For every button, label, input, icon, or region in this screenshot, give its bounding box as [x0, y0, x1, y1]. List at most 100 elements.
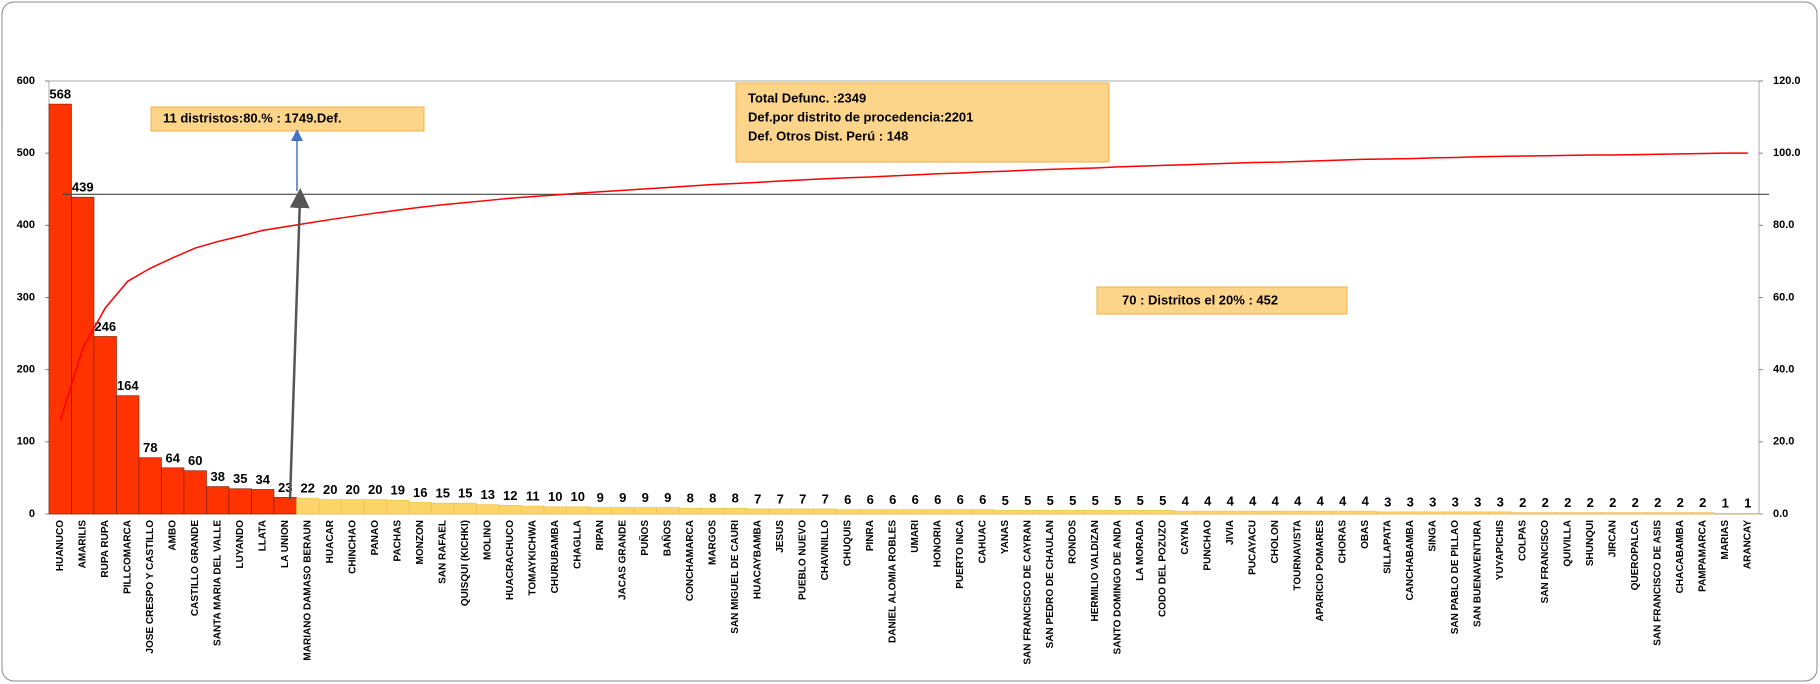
bar: [746, 508, 770, 515]
x-tick-label: SAN PABLO DE PILLAO: [1450, 520, 1461, 634]
data-label: 7: [754, 491, 761, 506]
x-tick-label: ARANCAY: [1742, 520, 1753, 569]
bar: [1241, 510, 1265, 515]
x-tick-label: APARICIO POMARES: [1315, 520, 1326, 622]
x-tick-label: CONCHAMARCA: [685, 520, 696, 601]
data-label: 64: [166, 450, 181, 465]
data-label: 1: [1744, 496, 1751, 511]
y2-tick-label: 60.0: [1773, 291, 1794, 303]
x-tick-label: HUACAR: [325, 519, 336, 563]
annotation: 70 : Distritos el 20% : 452: [1122, 292, 1278, 307]
x-tick-label: PUEBLO NUEVO: [797, 520, 808, 600]
x-tick-label: QUIVILLA: [1562, 520, 1573, 567]
bar: [1578, 512, 1602, 515]
data-label: 4: [1317, 494, 1325, 509]
data-label: 2: [1699, 495, 1706, 510]
data-label: 6: [934, 492, 941, 507]
x-tick-label: LA MORADA: [1135, 520, 1146, 581]
x-tick-label: JIRCAN: [1607, 520, 1618, 557]
bar: [1668, 512, 1692, 515]
bar: [1196, 510, 1220, 515]
x-tick-label: JACAS GRANDE: [617, 520, 628, 600]
data-label: 5: [1069, 493, 1076, 508]
bar: [1421, 511, 1445, 515]
bar: [1623, 512, 1647, 515]
data-label: 11: [526, 488, 540, 503]
x-tick-label: RONDOS: [1067, 520, 1078, 564]
x-tick-label: CHOLON: [1270, 520, 1281, 563]
bar: [1061, 510, 1085, 515]
bar: [1646, 512, 1670, 515]
y2-tick-label: 100.0: [1773, 147, 1801, 159]
x-tick-label: SANTO DOMINGO DE ANDA: [1112, 520, 1123, 654]
x-tick-label: RIPAN: [595, 520, 606, 550]
data-label: 78: [143, 440, 157, 455]
data-label: 2: [1519, 495, 1526, 510]
bar: [1308, 510, 1332, 515]
bar: [791, 508, 815, 515]
x-tick-label: SILLAPATA: [1382, 520, 1393, 574]
data-label: 4: [1227, 494, 1235, 509]
bar: [1151, 510, 1175, 515]
x-tick-label: BAÑOS: [660, 520, 673, 556]
x-tick-label: SINGA: [1427, 520, 1438, 552]
data-label: 4: [1362, 494, 1370, 509]
x-tick-label: AMARILIS: [77, 520, 88, 569]
data-label: 4: [1182, 494, 1190, 509]
x-tick-label: PINRA: [865, 520, 876, 551]
annotation-box: [735, 82, 1110, 163]
bar: [768, 508, 792, 515]
data-label: 6: [979, 492, 986, 507]
bar: [633, 507, 657, 515]
bar: [813, 508, 837, 515]
x-tick-label: PILLCOMARCA: [122, 520, 133, 594]
x-tick-label: HERMILIO VALDIZAN: [1090, 520, 1101, 621]
data-label: 3: [1497, 494, 1504, 509]
data-label: 8: [732, 491, 739, 506]
bar: [1083, 510, 1107, 515]
x-tick-label: CHACABAMBA: [1675, 520, 1686, 593]
x-tick-label: PACHAS: [392, 520, 403, 562]
bar: [228, 488, 252, 515]
data-label: 2: [1632, 495, 1639, 510]
bar: [71, 196, 95, 515]
data-label: 5: [1047, 493, 1054, 508]
annotation: Def. Otros Dist. Perú : 148: [748, 128, 908, 143]
data-label: 3: [1407, 494, 1414, 509]
x-tick-label: MARGOS: [707, 520, 718, 565]
data-label: 2: [1564, 495, 1571, 510]
data-label: 5: [1114, 493, 1121, 508]
y-tick-label: 600: [17, 75, 35, 87]
bar: [1106, 510, 1130, 515]
data-label: 6: [957, 492, 964, 507]
bar: [296, 497, 320, 515]
x-tick-label: YANAS: [1000, 520, 1011, 554]
data-label: 19: [391, 483, 405, 498]
x-tick-label: SAN PEDRO DE CHAULAN: [1045, 520, 1056, 648]
bar: [881, 509, 905, 515]
x-tick-label: SHUNQUI: [1585, 520, 1596, 566]
annotation: Total Defunc. :2349: [748, 90, 866, 105]
x-tick-label: CHINCHAO: [347, 520, 358, 574]
bar: [116, 395, 140, 515]
x-tick-label: RUPA RUPA: [100, 520, 111, 578]
x-tick-label: PUERTO INCA: [955, 520, 966, 589]
x-tick-label: CASTILLO GRANDE: [190, 520, 201, 616]
bar: [1038, 510, 1062, 515]
bar: [1128, 510, 1152, 515]
x-tick-label: JESUS: [775, 520, 786, 553]
x-tick-label: UMARI: [910, 520, 921, 553]
data-label: 20: [368, 482, 382, 497]
y-tick-label: 200: [17, 364, 35, 376]
bar: [251, 489, 275, 515]
data-label: 7: [822, 491, 829, 506]
bar: [836, 509, 860, 515]
data-label: 4: [1249, 494, 1257, 509]
x-tick-label: HUACRACHUCO: [505, 520, 516, 600]
data-label: 60: [188, 453, 202, 468]
bar: [971, 509, 995, 515]
bar: [1331, 510, 1355, 515]
data-label: 9: [597, 490, 604, 505]
x-tick-label: LUYANDO: [235, 520, 246, 569]
